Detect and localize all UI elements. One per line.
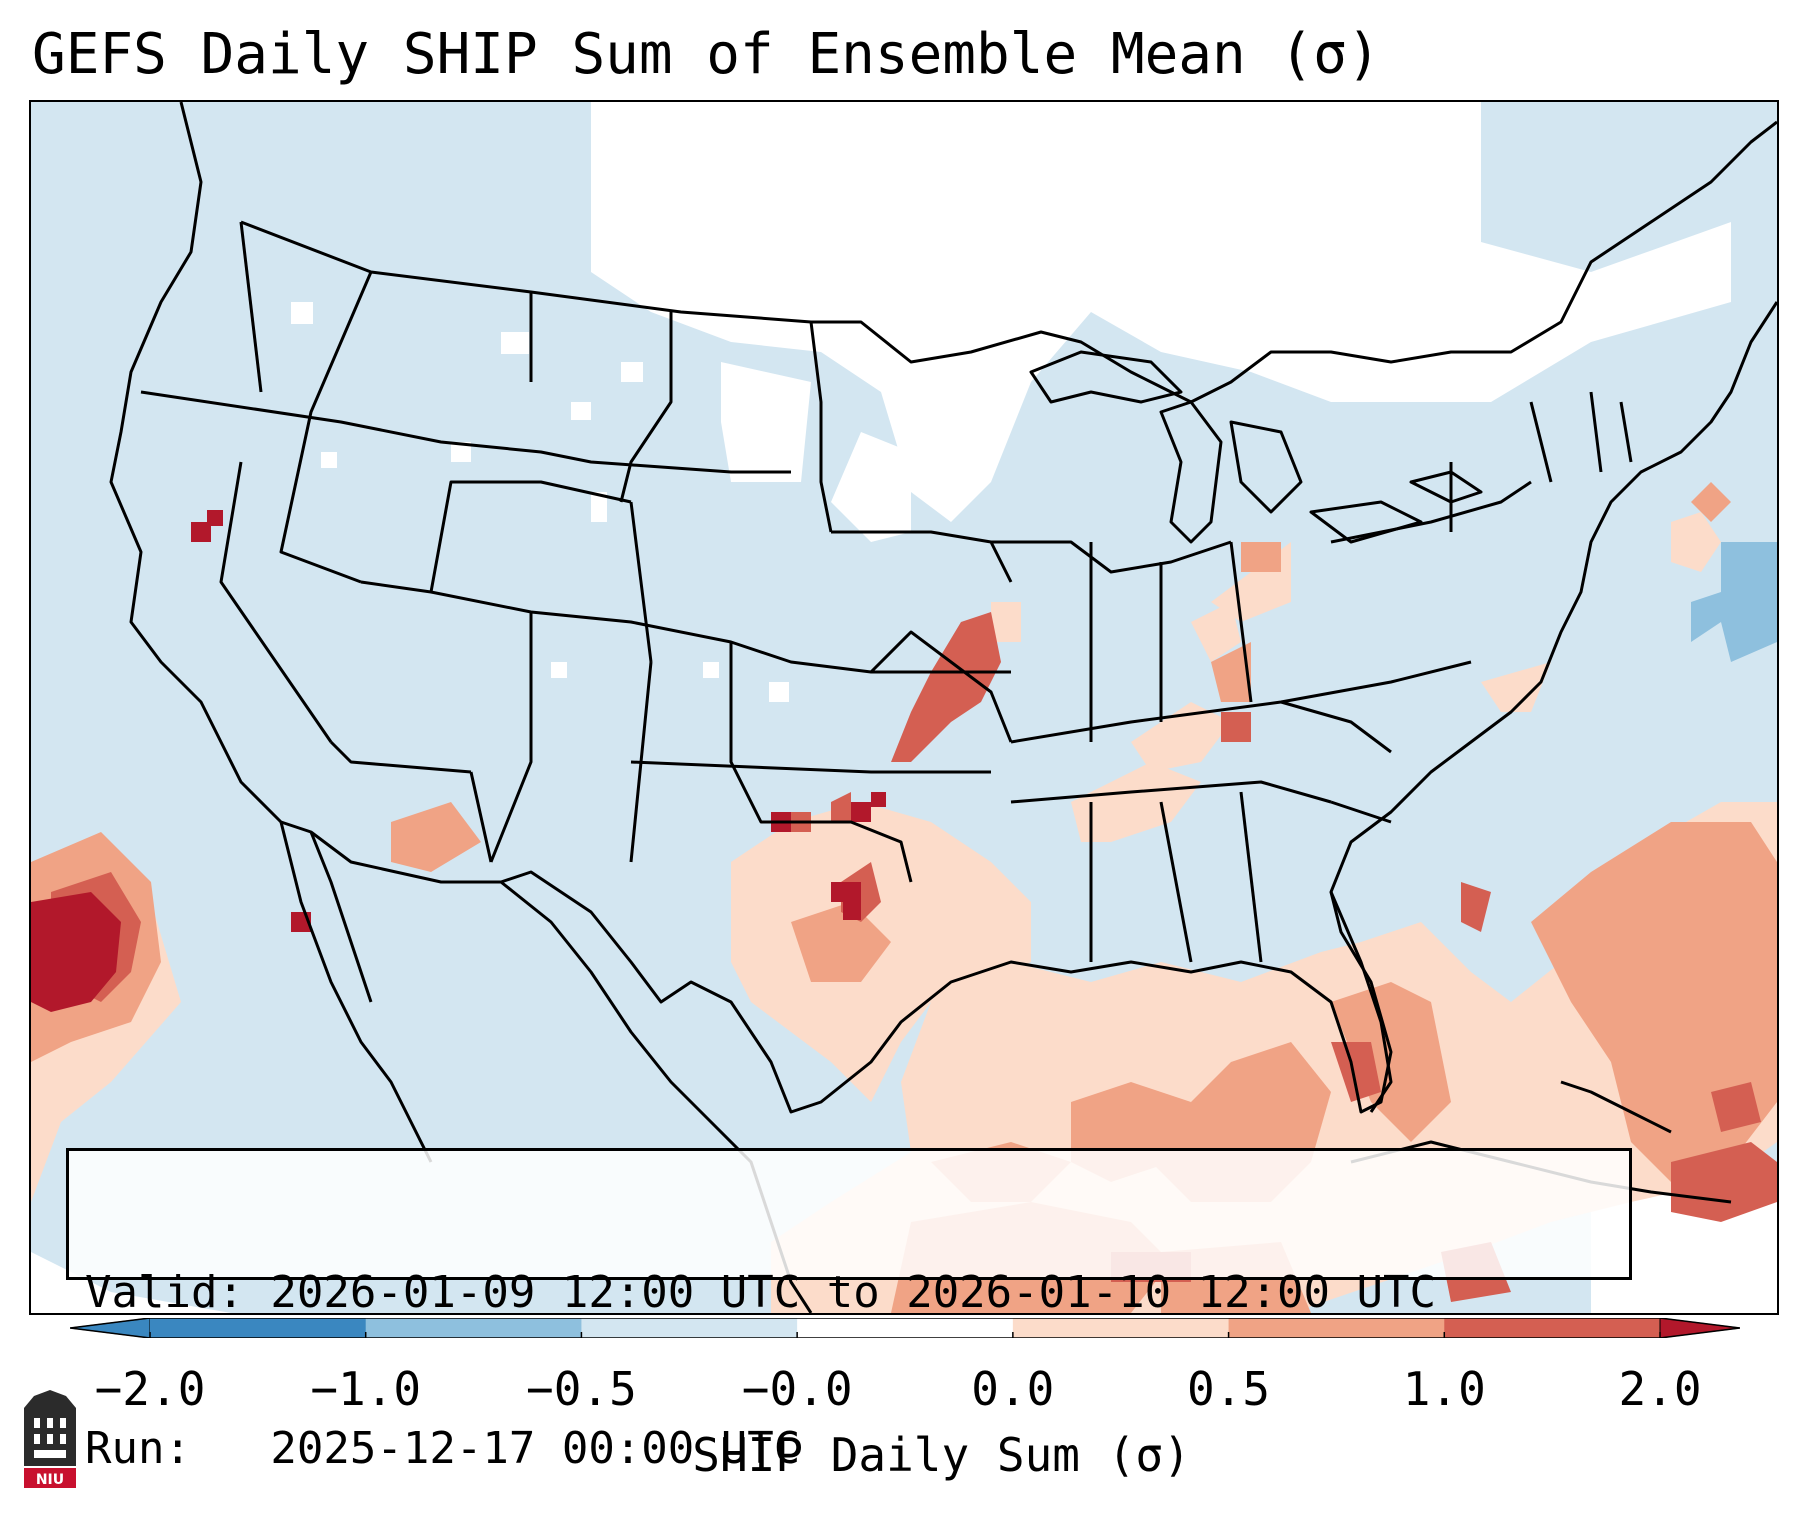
- map-boundaries: [109, 102, 1777, 1313]
- colorbar-segment: [1012, 1318, 1230, 1338]
- colorbar-tick-label: −0.5: [526, 1362, 637, 1416]
- colorbar-tick-label: 2.0: [1618, 1362, 1702, 1416]
- chart-title: GEFS Daily SHIP Sum of Ensemble Mean (σ): [32, 22, 1381, 87]
- colorbar-tick-label: −0.0: [741, 1362, 853, 1416]
- colorbar-segment: [365, 1318, 582, 1338]
- map-panel: [29, 100, 1779, 1315]
- colorbar-extend-max: [1659, 1318, 1740, 1338]
- svg-text:NIU: NIU: [36, 1472, 64, 1488]
- colorbar-segment: [150, 1318, 367, 1338]
- colorbar-extend-min: [70, 1318, 151, 1338]
- colorbar-label: SHIP Daily Sum (σ): [692, 1428, 1191, 1482]
- valid-time-text: Valid: 2026-01-09 12:00 UTC to 2026-01-1…: [85, 1267, 1437, 1318]
- colorbar-tick-label: −1.0: [310, 1362, 422, 1416]
- colorbar-tick-label: −2.0: [94, 1362, 206, 1416]
- colorbar-segment: [1444, 1318, 1661, 1338]
- negative-region: [1691, 542, 1777, 662]
- colorbar-segment: [797, 1318, 1014, 1338]
- niu-logo: NIU: [24, 1390, 76, 1488]
- colorbar-segment: [581, 1318, 798, 1338]
- colorbar: [70, 1318, 1740, 1338]
- colorbar-segment: [1228, 1318, 1445, 1338]
- valid-run-info-box: Valid: 2026-01-09 12:00 UTC to 2026-01-1…: [66, 1148, 1632, 1474]
- colorbar-tick-label: 1.0: [1402, 1362, 1486, 1416]
- neutral-specks: [291, 302, 789, 702]
- positive-extreme-region: [31, 510, 886, 1012]
- run-time-text: Run: 2025-12-17 00:00 UTC: [85, 1423, 801, 1474]
- colorbar-tick-label: 0.5: [1187, 1362, 1271, 1416]
- map-canvas: [31, 102, 1777, 1313]
- colorbar-tick-label: 0.0: [971, 1362, 1055, 1416]
